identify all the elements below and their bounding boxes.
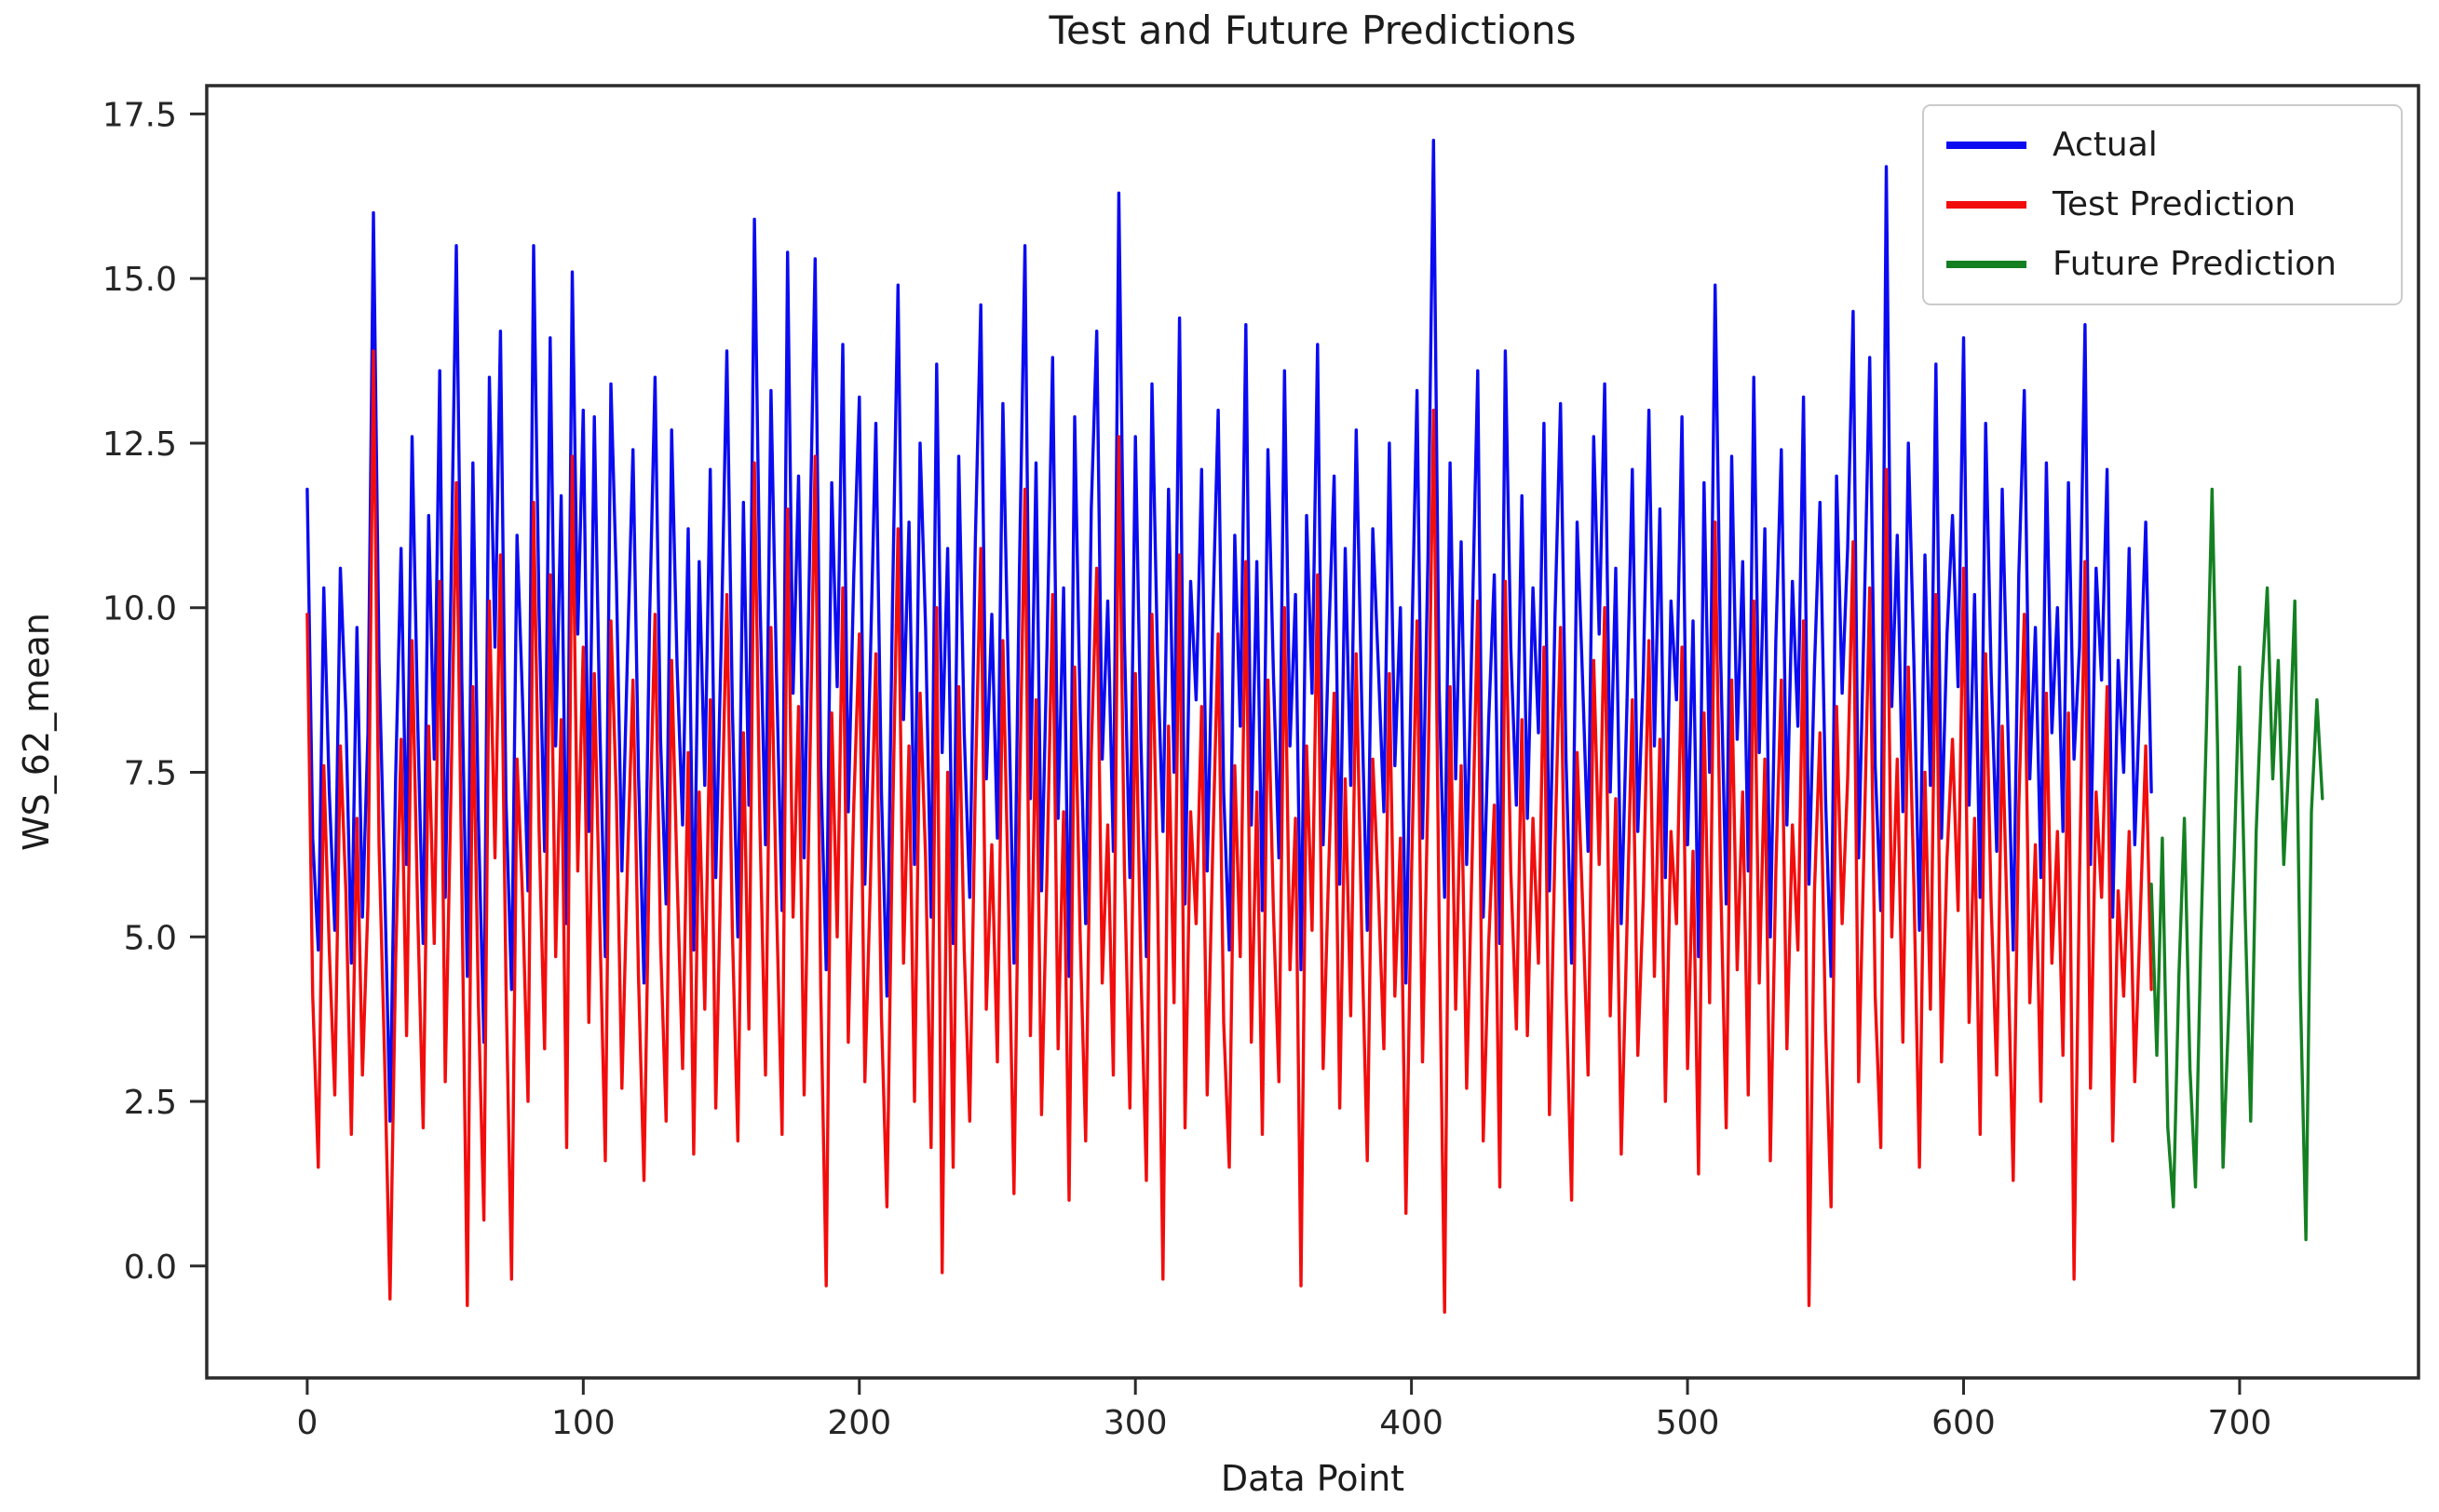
x-tick-label: 300 <box>1104 1404 1168 1442</box>
legend-label-future-prediction: Future Prediction <box>2053 245 2337 284</box>
x-tick-label: 500 <box>1656 1404 1720 1442</box>
chart-title: Test and Future Predictions <box>1049 7 1577 53</box>
x-tick-label: 0 <box>296 1404 318 1442</box>
y-tick-label: 0.0 <box>124 1249 177 1287</box>
x-axis-label: Data Point <box>1220 1458 1405 1499</box>
legend-entry-actual: Actual <box>1924 127 2401 164</box>
legend-entry-future-prediction: Future Prediction <box>1924 246 2401 283</box>
x-tick-label: 100 <box>551 1404 616 1442</box>
y-tick-label: 17.5 <box>102 96 177 134</box>
legend-label-actual: Actual <box>2053 126 2158 165</box>
series-line-future-prediction <box>2149 487 2324 1242</box>
y-tick-label: 5.0 <box>124 919 177 957</box>
x-tick-label: 600 <box>1931 1404 1996 1442</box>
series-line-test-prediction <box>305 349 2153 1315</box>
future-prediction-line-swatch <box>1946 261 2026 268</box>
legend-entry-test-prediction: Test Prediction <box>1924 186 2401 223</box>
x-tick-label: 700 <box>2208 1404 2272 1442</box>
x-tick-label: 400 <box>1379 1404 1443 1442</box>
y-tick-label: 12.5 <box>102 425 177 464</box>
axes-spines <box>205 84 2420 1380</box>
y-tick-label: 2.5 <box>124 1084 177 1122</box>
y-tick-label: 10.0 <box>102 590 177 628</box>
x-tick-label: 200 <box>827 1404 891 1442</box>
series-line-actual <box>305 138 2153 1123</box>
y-tick-label: 15.0 <box>102 261 177 299</box>
actual-line-swatch <box>1946 142 2026 149</box>
test-prediction-line-swatch <box>1946 201 2026 209</box>
legend-box: Actual Test Prediction Future Prediction <box>1922 104 2403 305</box>
legend-label-test-prediction: Test Prediction <box>2053 185 2297 224</box>
y-tick-label: 7.5 <box>124 754 177 792</box>
